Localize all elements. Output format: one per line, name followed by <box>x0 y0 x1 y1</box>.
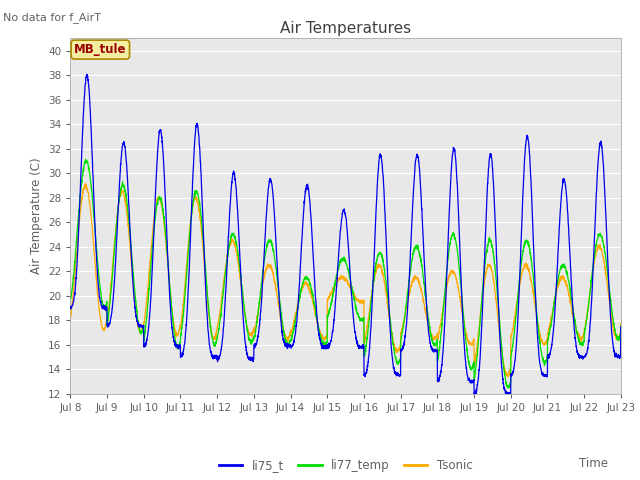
Y-axis label: Air Temperature (C): Air Temperature (C) <box>29 158 43 274</box>
Title: Air Temperatures: Air Temperatures <box>280 21 411 36</box>
Text: MB_tule: MB_tule <box>74 43 127 56</box>
Text: Time: Time <box>579 457 608 470</box>
Text: No data for f_AirT: No data for f_AirT <box>3 12 101 23</box>
Legend: li75_t, li77_temp, Tsonic: li75_t, li77_temp, Tsonic <box>214 455 477 477</box>
